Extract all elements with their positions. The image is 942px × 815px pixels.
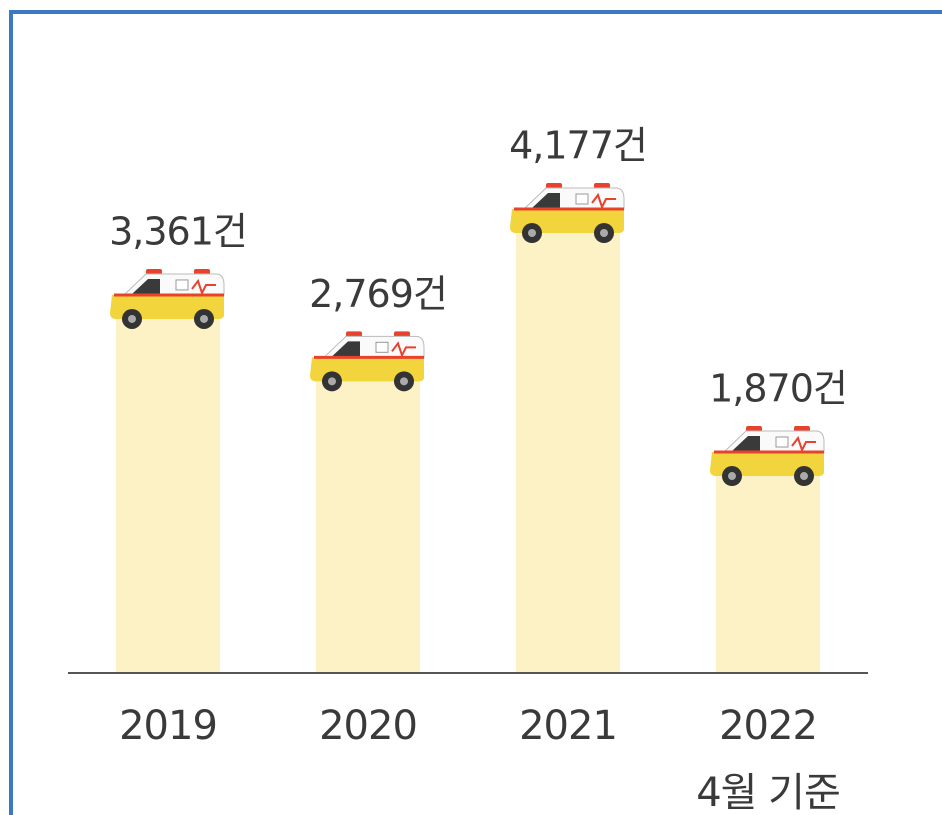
car-hub: [128, 315, 136, 323]
bar: [316, 381, 420, 673]
chart: 4월 기준 2019 3,361건 2020 2,769건 2021 4,177건 2022…: [0, 0, 942, 815]
car-hub: [800, 472, 808, 480]
bar: [716, 476, 820, 673]
value-label: 3,361건: [109, 209, 247, 253]
car-hub: [528, 229, 536, 237]
category-label: 2019: [119, 703, 217, 749]
bar: [516, 233, 620, 673]
category-label: 2021: [519, 703, 617, 749]
annotation: 4월 기준: [696, 770, 840, 815]
car-window: [176, 280, 188, 290]
value-label: 2,769건: [309, 272, 447, 316]
car-hub: [400, 377, 408, 385]
car-window: [776, 437, 788, 447]
value-label: 1,870건: [709, 367, 847, 411]
car-window: [576, 194, 588, 204]
car-hub: [200, 315, 208, 323]
car-hub: [600, 229, 608, 237]
car-hub: [728, 472, 736, 480]
bar: [116, 319, 220, 673]
category-label: 2020: [319, 703, 417, 749]
category-label: 2022: [719, 703, 817, 749]
value-label: 4,177건: [509, 124, 647, 168]
car-hub: [328, 377, 336, 385]
car-window: [376, 342, 388, 352]
